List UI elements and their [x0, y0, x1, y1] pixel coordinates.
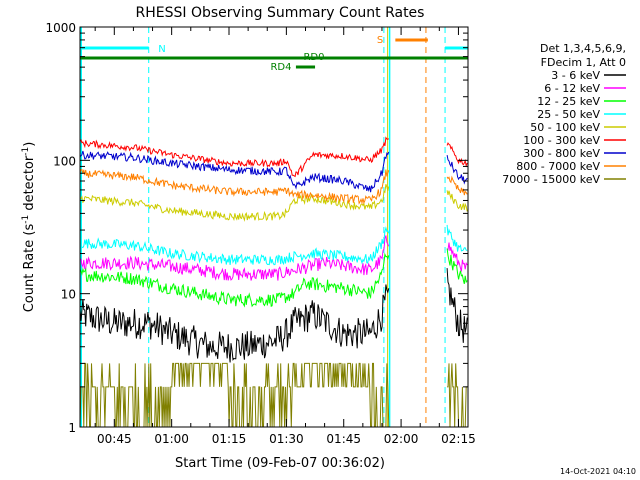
series-layer: [79, 136, 468, 428]
y-tick-label: 10: [61, 288, 76, 302]
legend-label: 50 - 100 keV: [530, 121, 600, 134]
legend-label: 25 - 50 keV: [537, 108, 600, 121]
series-line: [79, 169, 390, 205]
footer-date: 14-Oct-2021 04:10: [560, 467, 636, 476]
series-line: [446, 224, 468, 252]
legend-label: 300 - 800 keV: [523, 147, 600, 160]
x-tick-label: 01:45: [326, 432, 361, 446]
chart-title: RHESSI Observing Summary Count Rates: [136, 5, 425, 21]
series-line: [446, 242, 468, 272]
series-line: [79, 284, 390, 363]
series-line: [446, 142, 468, 168]
series-line: [79, 226, 390, 266]
legend-label: 800 - 7000 keV: [516, 160, 600, 173]
series-line: [446, 268, 468, 343]
flag-label-s: S: [377, 35, 383, 46]
flag-label-rd0: RD0: [303, 52, 324, 63]
flag-label-n: N: [158, 44, 165, 55]
y-tick-label: 1: [68, 421, 76, 435]
x-tick-label: 01:15: [212, 432, 247, 446]
y-axis-label: Count Rate (s-1 detector-1): [21, 142, 37, 313]
series-line: [79, 136, 390, 178]
x-tick-label: 01:00: [154, 432, 189, 446]
legend-label: 6 - 12 keV: [544, 82, 600, 95]
series-line: [446, 248, 468, 285]
flag-label-rd4: RD4: [270, 62, 291, 73]
legend-label: 12 - 25 keV: [537, 95, 600, 108]
series-line: [79, 252, 390, 308]
x-tick-label: 01:30: [269, 432, 304, 446]
series-line: [79, 150, 390, 193]
legend-label: 7000 - 15000 keV: [502, 173, 600, 186]
series-line: [79, 362, 390, 428]
x-tick-label: 02:00: [384, 432, 419, 446]
x-axis-label: Start Time (09-Feb-07 00:36:02): [175, 456, 385, 471]
plot-frame: [79, 26, 469, 428]
y-tick-label: 100: [53, 154, 76, 168]
legend-label: 3 - 6 keV: [551, 69, 600, 82]
y-tick-label: 1000: [45, 21, 76, 35]
series-line: [446, 175, 468, 196]
x-axis-ticks: 00:45 01:00 01:15 01:30 01:45 02:00 02:15: [94, 27, 476, 446]
series-line: [79, 235, 390, 281]
series-line: [79, 184, 390, 222]
x-tick-label: 02:15: [441, 432, 476, 446]
legend-header-line-2: FDecim 1, Att 0: [541, 56, 626, 69]
y-axis-ticks: 1 10 100 1000: [45, 21, 468, 435]
x-tick-label: 00:45: [97, 432, 132, 446]
legend-header-line-1: Det 1,3,4,5,6,9,: [540, 42, 626, 55]
series-line: [446, 190, 468, 212]
legend-label: 100 - 300 keV: [523, 134, 600, 147]
series-line: [446, 155, 468, 185]
